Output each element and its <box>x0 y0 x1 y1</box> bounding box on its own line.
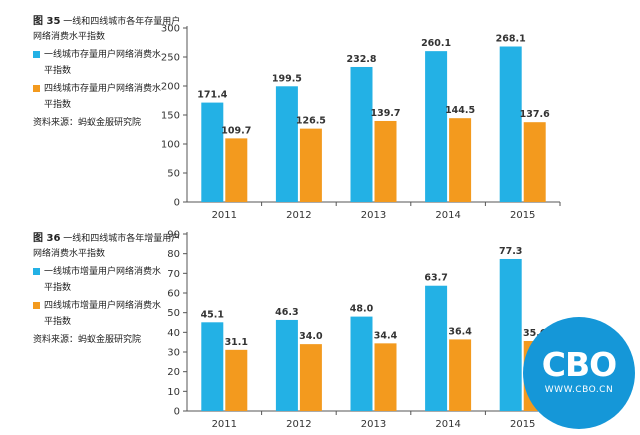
legend-label-tier1: 一线城市存量用户网络消费水平指数 <box>44 50 162 76</box>
chart-35-x-tick-label: 2015 <box>510 210 535 220</box>
chart-35-data-label: 199.5 <box>272 73 302 84</box>
chart-35-title: 一线和四线城市各年存量用户网络消费水平指数 <box>33 17 181 42</box>
chart-36-y-tick-label: 40 <box>167 328 180 339</box>
chart-35-panel: 图 35 一线和四线城市各年存量用户网络消费水平指数 一线城市存量用户网络消费水… <box>33 14 561 220</box>
chart-35-data-label: 268.1 <box>496 34 526 45</box>
legend-label-tier1: 一线城市增量用户网络消费水平指数 <box>44 267 162 293</box>
legend-swatch-tier4 <box>33 302 40 309</box>
chart-35-data-label: 171.4 <box>197 90 227 101</box>
chart-36-bar-tier1 <box>350 316 373 411</box>
chart-35-y-tick-label: 250 <box>161 53 180 64</box>
chart-36-data-label: 48.0 <box>350 304 374 315</box>
chart-35-data-label: 109.7 <box>221 125 251 136</box>
chart-36-y-tick-label: 60 <box>167 289 180 300</box>
chart-35-bar-tier1 <box>499 46 522 202</box>
chart-35-source: 资料来源：蚂蚁金服研究院 <box>33 118 142 128</box>
chart-36-data-label: 36.4 <box>448 326 472 337</box>
chart-36-title-block: 图 36 一线和四线城市各年增量用户网络消费水平指数 <box>33 231 183 262</box>
chart-36-y-tick-label: 50 <box>167 308 180 319</box>
chart-35-data-label: 137.6 <box>520 109 550 120</box>
chart-35-x-tick-label: 2014 <box>435 210 460 220</box>
chart-35-bar-tier4 <box>449 118 472 202</box>
chart-35-y-tick-label: 0 <box>174 198 180 209</box>
chart-36-x-tick-label: 2012 <box>286 419 311 430</box>
chart-35-figure-label: 图 35 <box>33 16 61 27</box>
chart-36-source: 资料来源：蚂蚁金服研究院 <box>33 335 142 345</box>
chart-36-bar-tier4 <box>449 339 472 411</box>
chart-36-data-label: 63.7 <box>424 273 447 284</box>
chart-35-x-tick-label: 2013 <box>361 210 386 220</box>
legend-swatch-tier4 <box>33 85 40 92</box>
chart-35-bar-tier1 <box>201 102 224 202</box>
chart-36-legend-item-tier4: 四线城市增量用户网络消费水平指数 <box>33 298 183 330</box>
chart-35-bar-tier4 <box>374 120 397 202</box>
chart-35-legend-item-tier4: 四线城市存量用户网络消费水平指数 <box>33 81 183 113</box>
cbo-logo-text: CBO <box>541 345 617 384</box>
chart-36-y-tick-label: 0 <box>174 407 180 418</box>
chart-36-bar-tier4 <box>299 344 322 411</box>
chart-36-y-tick-label: 70 <box>167 269 180 280</box>
chart-36-data-label: 46.3 <box>275 307 298 318</box>
chart-36-plot: 0 10 20 30 40 50 60 70 80 90 2011 45.1 31.1 2012 46.3 3… <box>167 230 561 430</box>
chart-35-y-tick-label: 100 <box>161 140 180 151</box>
chart-36-x-tick-label: 2013 <box>361 419 386 430</box>
chart-36-y-tick-label: 20 <box>167 367 180 378</box>
chart-35-data-label: 144.5 <box>445 105 475 116</box>
chart-35-bar-tier4 <box>299 128 322 202</box>
chart-36-x-tick-label: 2014 <box>435 419 460 430</box>
chart-36-data-label: 35.6 <box>523 328 547 339</box>
chart-36-bar-tier4 <box>374 343 397 411</box>
chart-36-y-tick-label: 30 <box>167 348 180 359</box>
chart-36-bar-tier1 <box>201 322 224 411</box>
chart-35-x-tick-label: 2012 <box>286 210 311 220</box>
chart-35-bar-tier1 <box>275 86 298 202</box>
chart-36-y-tick-label: 10 <box>167 387 180 398</box>
chart-35-bar-tier4 <box>523 122 546 202</box>
chart-36-title: 一线和四线城市各年增量用户网络消费水平指数 <box>33 234 181 259</box>
chart-35-bar-tier1 <box>350 66 373 202</box>
legend-label-tier4: 四线城市增量用户网络消费水平指数 <box>44 301 162 327</box>
chart-35-y-tick-label: 200 <box>161 82 180 93</box>
chart-35-y-tick-label: 150 <box>161 111 180 122</box>
chart-35-caption: 图 35 一线和四线城市各年存量用户网络消费水平指数 一线城市存量用户网络消费水… <box>33 14 183 131</box>
chart-36-data-label: 77.3 <box>499 246 522 257</box>
chart-36-bar-tier1 <box>275 319 298 411</box>
chart-36-x-tick-label: 2011 <box>212 419 237 430</box>
chart-35-bar-tier1 <box>425 51 448 202</box>
chart-36-y-tick-label: 80 <box>167 249 180 260</box>
cbo-logo: CBO WWW.CBO.CN <box>523 317 635 429</box>
chart-36-data-label: 45.1 <box>201 309 224 320</box>
legend-swatch-tier1 <box>33 268 40 275</box>
chart-35-title-block: 图 35 一线和四线城市各年存量用户网络消费水平指数 <box>33 14 183 45</box>
chart-36-y-tick-label: 90 <box>167 230 180 241</box>
chart-36-x-tick-label: 2015 <box>510 419 535 430</box>
chart-36-bar-tier1 <box>425 285 448 411</box>
chart-35-data-label: 139.7 <box>370 108 400 119</box>
legend-swatch-tier1 <box>33 51 40 58</box>
chart-36-data-label: 31.1 <box>225 337 248 348</box>
chart-36-caption: 图 36 一线和四线城市各年增量用户网络消费水平指数 一线城市增量用户网络消费水… <box>33 231 183 348</box>
chart-35-plot: 0 50 100 150 200 250 300 2011 171.4 109.7 2012 199.… <box>161 24 561 220</box>
legend-label-tier4: 四线城市存量用户网络消费水平指数 <box>44 84 162 110</box>
chart-36-figure-label: 图 36 <box>33 233 61 244</box>
chart-36-legend-item-tier1: 一线城市增量用户网络消费水平指数 <box>33 264 183 296</box>
cbo-logo-url: WWW.CBO.CN <box>544 385 614 395</box>
chart-36-data-label: 34.0 <box>299 331 323 342</box>
chart-36-data-label: 34.4 <box>374 330 398 341</box>
chart-35-data-label: 260.1 <box>421 38 451 49</box>
chart-35-bar-tier4 <box>225 138 248 202</box>
chart-35-x-tick-label: 2011 <box>212 210 237 220</box>
chart-36-panel: 图 36 一线和四线城市各年增量用户网络消费水平指数 一线城市增量用户网络消费水… <box>0 225 640 435</box>
chart-35-y-tick-label: 50 <box>167 169 180 180</box>
chart-35-y-tick-label: 300 <box>161 24 180 35</box>
chart-36-bar-tier1 <box>499 258 522 411</box>
chart-36-bar-tier4 <box>225 349 248 411</box>
chart-35-legend-item-tier1: 一线城市存量用户网络消费水平指数 <box>33 47 183 79</box>
chart-35-data-label: 126.5 <box>296 116 326 127</box>
chart-35-data-label: 232.8 <box>346 54 376 65</box>
